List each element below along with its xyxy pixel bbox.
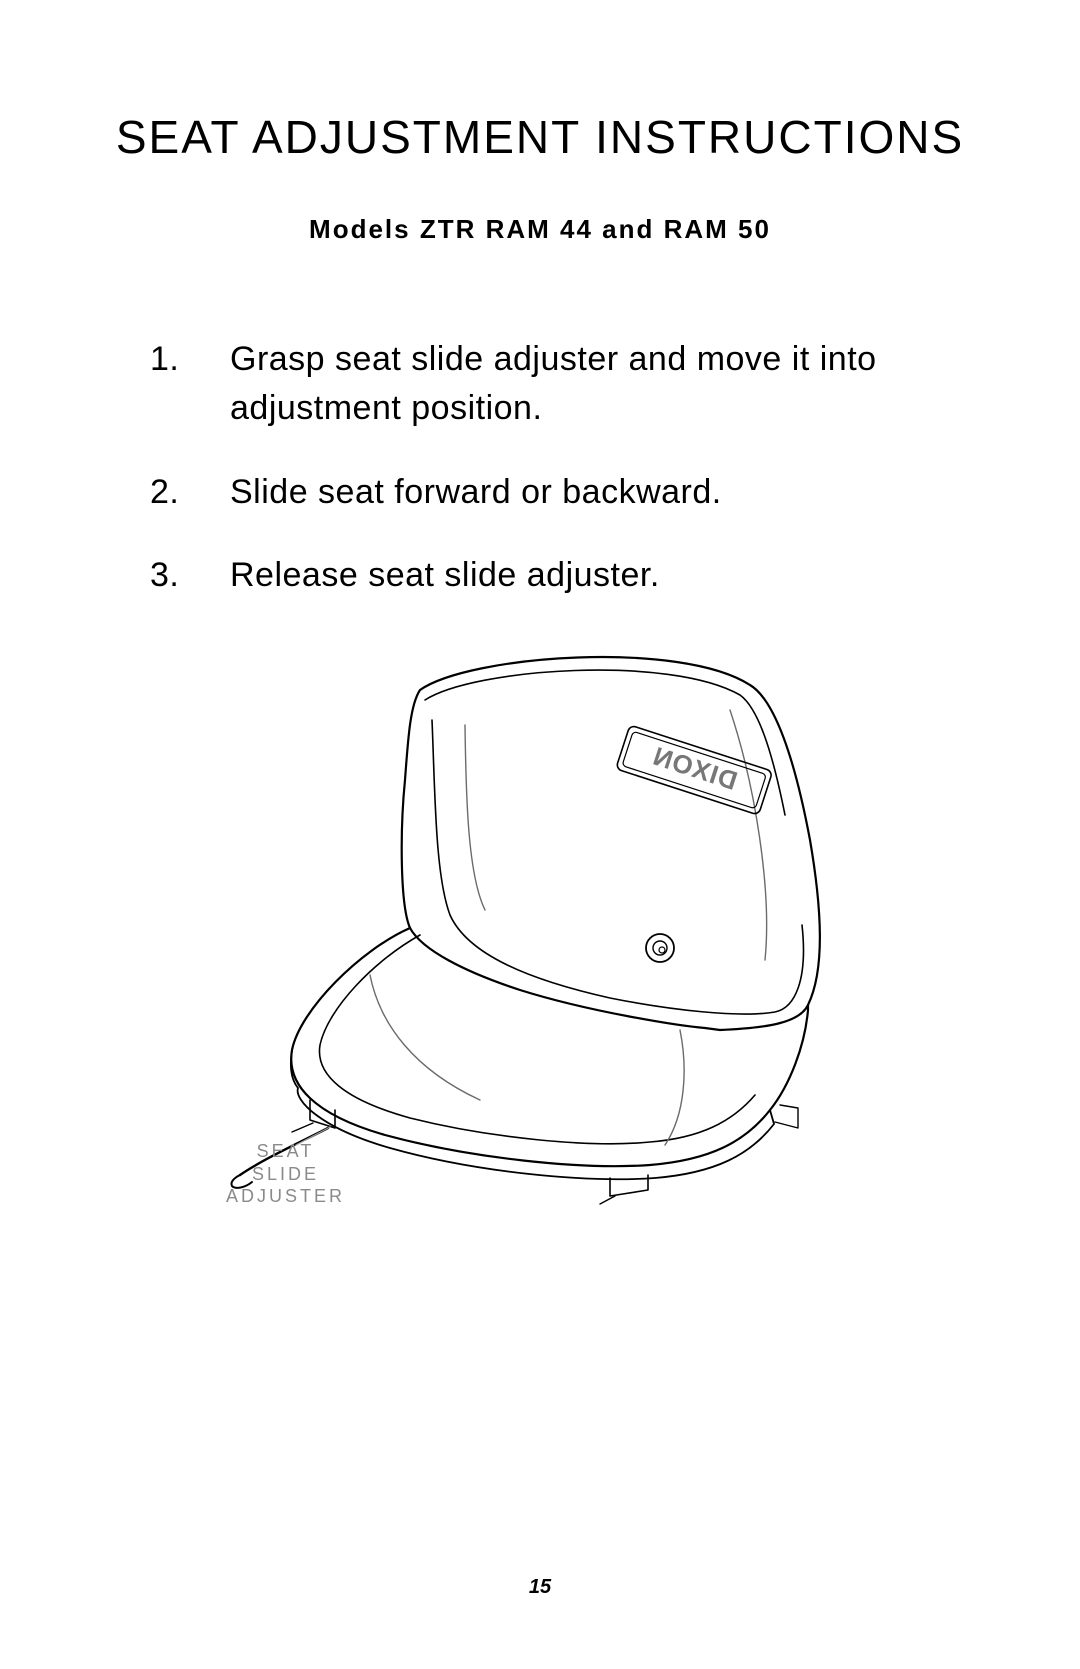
brand-text: DIXON xyxy=(649,740,741,796)
page-number: 15 xyxy=(0,1576,1080,1599)
page-title: SEAT ADJUSTMENT INSTRUCTIONS xyxy=(80,110,1000,164)
callout-line: ADJUSTER xyxy=(226,1186,345,1206)
step-number: 2. xyxy=(150,468,230,517)
step-text: Slide seat forward or backward. xyxy=(230,468,940,517)
callout-line: SEAT xyxy=(257,1141,315,1161)
step-text: Release seat slide adjuster. xyxy=(230,551,940,600)
instruction-step: 1. Grasp seat slide adjuster and move it… xyxy=(150,335,940,434)
callout-line: SLIDE xyxy=(252,1164,319,1184)
step-text: Grasp seat slide adjuster and move it in… xyxy=(230,335,940,434)
step-number: 1. xyxy=(150,335,230,434)
page: SEAT ADJUSTMENT INSTRUCTIONS Models ZTR … xyxy=(0,0,1080,1669)
callout-label: SEAT SLIDE ADJUSTER xyxy=(226,1140,345,1208)
models-subtitle: Models ZTR RAM 44 and RAM 50 xyxy=(80,214,1000,245)
instruction-list: 1. Grasp seat slide adjuster and move it… xyxy=(150,335,940,600)
instruction-step: 2. Slide seat forward or backward. xyxy=(150,468,940,517)
step-number: 3. xyxy=(150,551,230,600)
instruction-step: 3. Release seat slide adjuster. xyxy=(150,551,940,600)
